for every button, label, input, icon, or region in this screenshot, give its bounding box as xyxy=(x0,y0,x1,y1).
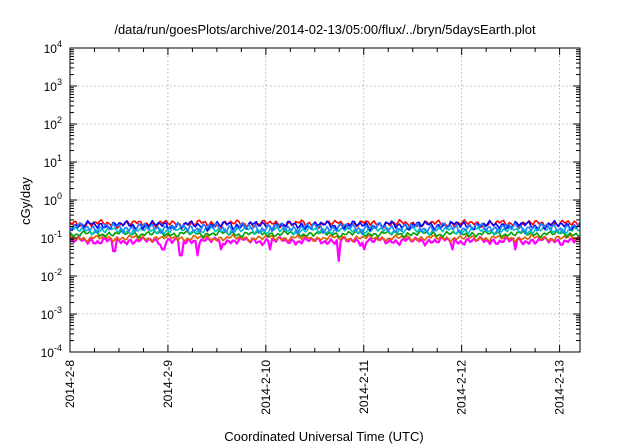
y-tick-label: 104 xyxy=(44,39,62,56)
y-tick-label: 103 xyxy=(44,77,62,94)
x-tick-label: 2014-2-13 xyxy=(553,360,567,415)
axis-ticks xyxy=(69,47,580,353)
y-tick-label: 100 xyxy=(44,191,62,208)
x-tick-label: 2014-2-11 xyxy=(357,360,371,414)
x-axis-label: Coordinated Universal Time (UTC) xyxy=(224,429,423,444)
x-axis-tick-labels: 2014-2-8 2014-2-9 2014-2-10 2014-2-11 2014-2… xyxy=(63,360,567,415)
x-tick-label: 2014-2-8 xyxy=(63,360,77,408)
y-axis-label: cGy/day xyxy=(18,177,33,225)
series-line-0 xyxy=(69,235,581,262)
y-axis-tick-labels: 104 103 102 101 100 10-1 10-2 10-3 10-4 xyxy=(41,39,62,360)
y-tick-label: 10-1 xyxy=(41,229,62,246)
x-tick-label: 2014-2-10 xyxy=(259,360,273,415)
y-tick-label: 10-2 xyxy=(41,267,62,284)
x-tick-label: 2014-2-9 xyxy=(161,360,175,408)
series-line-5 xyxy=(69,219,581,232)
series-line-6 xyxy=(69,221,581,236)
series-line-1 xyxy=(69,233,581,243)
y-tick-label: 10-4 xyxy=(41,343,62,360)
y-tick-label: 102 xyxy=(44,115,62,132)
y-tick-label: 101 xyxy=(44,153,62,170)
y-tick-label: 10-3 xyxy=(41,305,62,322)
series-line-3 xyxy=(69,225,581,236)
x-tick-label: 2014-2-12 xyxy=(455,360,469,415)
chart-title: /data/run/goesPlots/archive/2014-02-13/0… xyxy=(114,22,536,37)
plot-area xyxy=(69,218,581,262)
grid xyxy=(70,48,580,352)
